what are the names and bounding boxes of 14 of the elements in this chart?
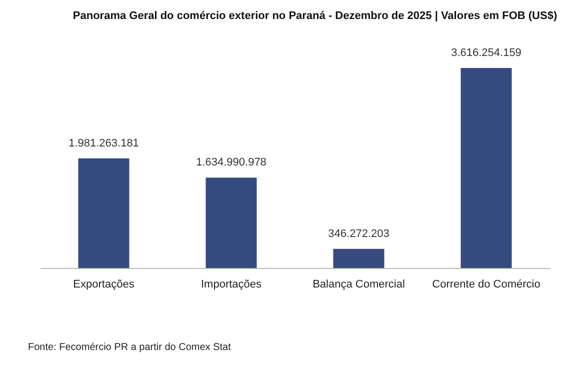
data-label: 1.634.990.978 [196, 156, 266, 169]
bar [333, 248, 384, 268]
bar [460, 68, 512, 268]
data-label: 1.981.263.181 [68, 137, 139, 150]
data-label: 346.272.203 [328, 228, 390, 240]
data-label: 3.616.254.159 [451, 47, 522, 59]
source-note: Fonte: Fecomércio PR a partir do Comex Stat [28, 342, 231, 353]
bar [206, 178, 257, 268]
x-tick-label: Balança Comercial [312, 278, 405, 290]
x-tick-label: Importações [200, 278, 262, 290]
bar [78, 158, 130, 268]
x-tick-label: Corrente do Comércio [432, 278, 540, 290]
x-tick-label: Exportações [73, 278, 135, 290]
chart-title: Panorama Geral do comércio exterior no Paraná - Dezembro de 2025 | Valores em FOB (US$) [72, 10, 558, 22]
